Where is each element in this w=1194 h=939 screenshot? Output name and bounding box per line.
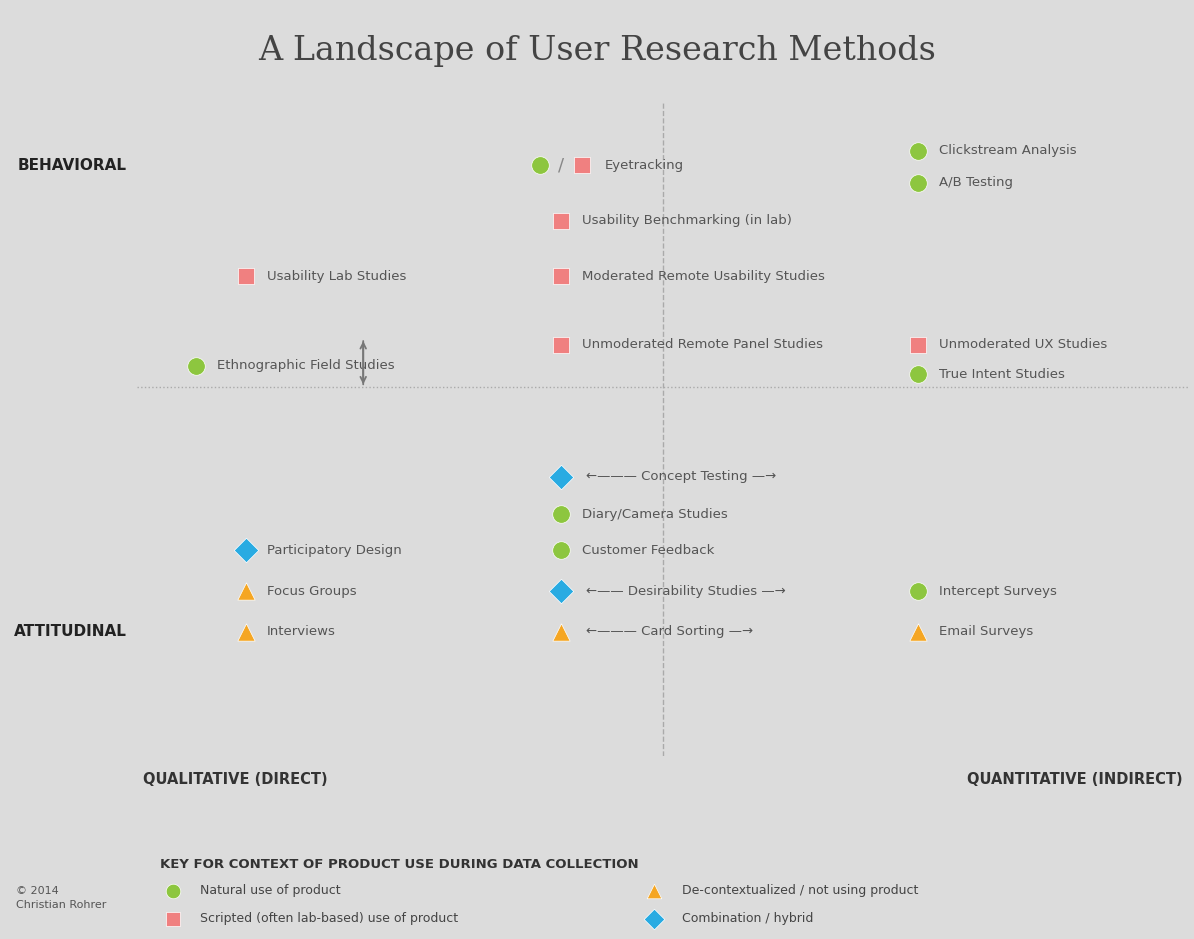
Text: KEY FOR CONTEXT OF PRODUCT USE DURING DATA COLLECTION: KEY FOR CONTEXT OF PRODUCT USE DURING DA… — [160, 858, 639, 871]
Point — [236, 543, 256, 558]
Text: Scripted (often lab-based) use of product: Scripted (often lab-based) use of produc… — [201, 912, 458, 925]
Text: Natural use of product: Natural use of product — [201, 885, 341, 897]
Point — [236, 584, 256, 599]
Text: Intercept Surveys: Intercept Surveys — [938, 585, 1057, 598]
Text: Unmoderated UX Studies: Unmoderated UX Studies — [938, 338, 1107, 351]
Point — [552, 337, 571, 352]
Text: A/B Testing: A/B Testing — [938, 177, 1013, 190]
Point — [552, 213, 571, 228]
Text: De-contextualized / not using product: De-contextualized / not using product — [682, 885, 918, 897]
Point — [552, 269, 571, 284]
Point — [236, 269, 256, 284]
Text: ←——— Concept Testing —→: ←——— Concept Testing —→ — [586, 470, 776, 483]
Text: Email Surveys: Email Surveys — [938, 625, 1033, 639]
Point — [909, 624, 928, 639]
Text: Usability Lab Studies: Usability Lab Studies — [266, 269, 406, 283]
Point — [572, 158, 591, 173]
Text: Usability Benchmarking (in lab): Usability Benchmarking (in lab) — [581, 214, 792, 227]
Text: Participatory Design: Participatory Design — [266, 544, 401, 557]
Text: Combination / hybrid: Combination / hybrid — [682, 912, 813, 925]
Point — [236, 624, 256, 639]
Point — [186, 358, 205, 373]
Point — [552, 543, 571, 558]
Text: Customer Feedback: Customer Feedback — [581, 544, 714, 557]
Point — [552, 584, 571, 599]
Text: Moderated Remote Usability Studies: Moderated Remote Usability Studies — [581, 269, 825, 283]
Text: ←——— Card Sorting —→: ←——— Card Sorting —→ — [586, 625, 753, 639]
Text: Interviews: Interviews — [266, 625, 336, 639]
Point — [909, 584, 928, 599]
Text: /: / — [558, 156, 564, 175]
Text: Unmoderated Remote Panel Studies: Unmoderated Remote Panel Studies — [581, 338, 823, 351]
Point — [164, 883, 183, 898]
Point — [909, 176, 928, 191]
Point — [164, 911, 183, 926]
Text: QUALITATIVE (DIRECT): QUALITATIVE (DIRECT) — [142, 772, 327, 787]
Text: A Landscape of User Research Methods: A Landscape of User Research Methods — [258, 36, 936, 68]
Text: ATTITUDINAL: ATTITUDINAL — [13, 624, 127, 639]
Point — [909, 366, 928, 381]
Text: Ethnographic Field Studies: Ethnographic Field Studies — [217, 359, 395, 372]
Point — [909, 337, 928, 352]
Point — [645, 883, 664, 898]
Point — [909, 144, 928, 159]
Text: True Intent Studies: True Intent Studies — [938, 368, 1065, 380]
Point — [552, 624, 571, 639]
Text: BEHAVIORAL: BEHAVIORAL — [18, 158, 127, 173]
Text: © 2014
Christian Rohrer: © 2014 Christian Rohrer — [17, 885, 106, 910]
Point — [552, 470, 571, 485]
Text: Diary/Camera Studies: Diary/Camera Studies — [581, 508, 727, 521]
Point — [552, 507, 571, 522]
Point — [645, 911, 664, 926]
Text: ←—— Desirability Studies —→: ←—— Desirability Studies —→ — [586, 585, 786, 598]
Text: Eyetracking: Eyetracking — [605, 159, 684, 172]
Point — [530, 158, 549, 173]
Text: Clickstream Analysis: Clickstream Analysis — [938, 145, 1077, 158]
Text: Focus Groups: Focus Groups — [266, 585, 356, 598]
Text: QUANTITATIVE (INDIRECT): QUANTITATIVE (INDIRECT) — [967, 772, 1183, 787]
